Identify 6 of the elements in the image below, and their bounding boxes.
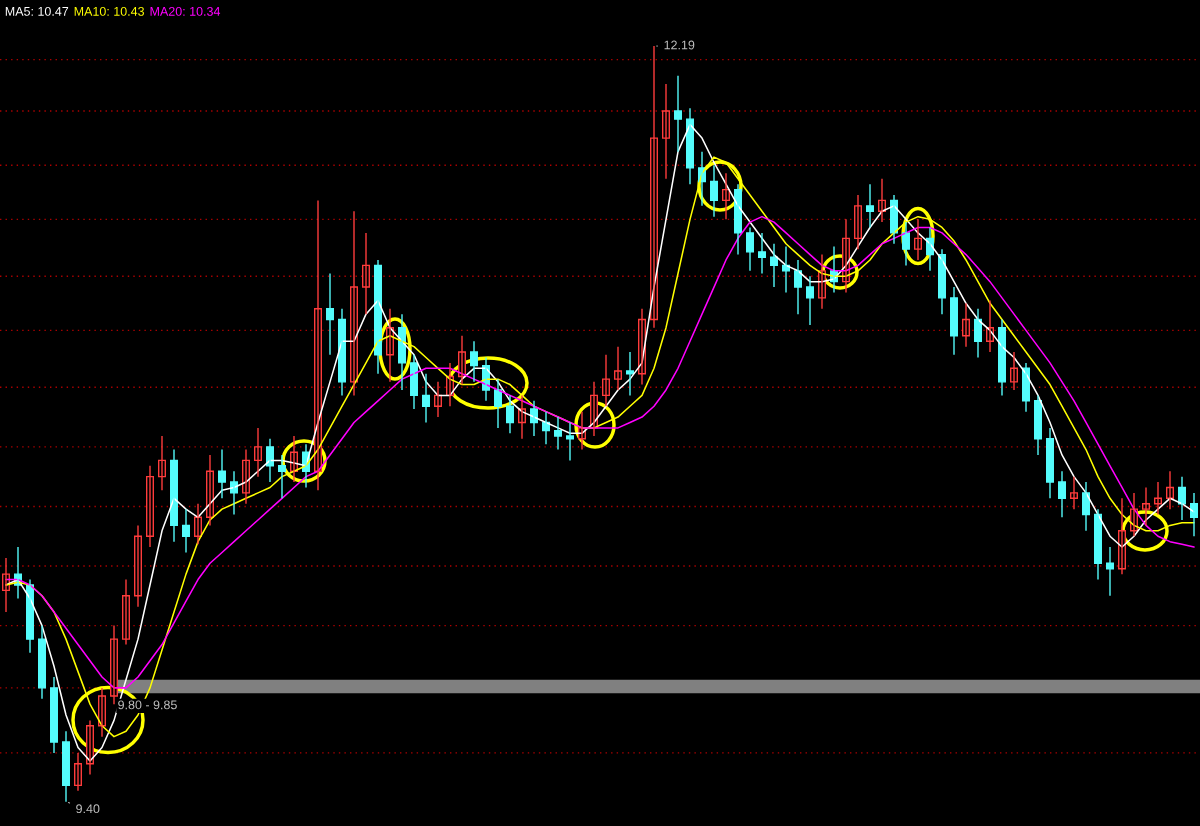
annotation: 12.19	[664, 40, 695, 50]
text: MA20: 10.34	[150, 6, 221, 16]
band-label: 9.80 - 9.85	[118, 700, 177, 710]
text: MA5: 10.47	[5, 6, 69, 16]
annotation: 9.40	[76, 804, 100, 814]
text: MA10: 10.43	[74, 6, 145, 16]
